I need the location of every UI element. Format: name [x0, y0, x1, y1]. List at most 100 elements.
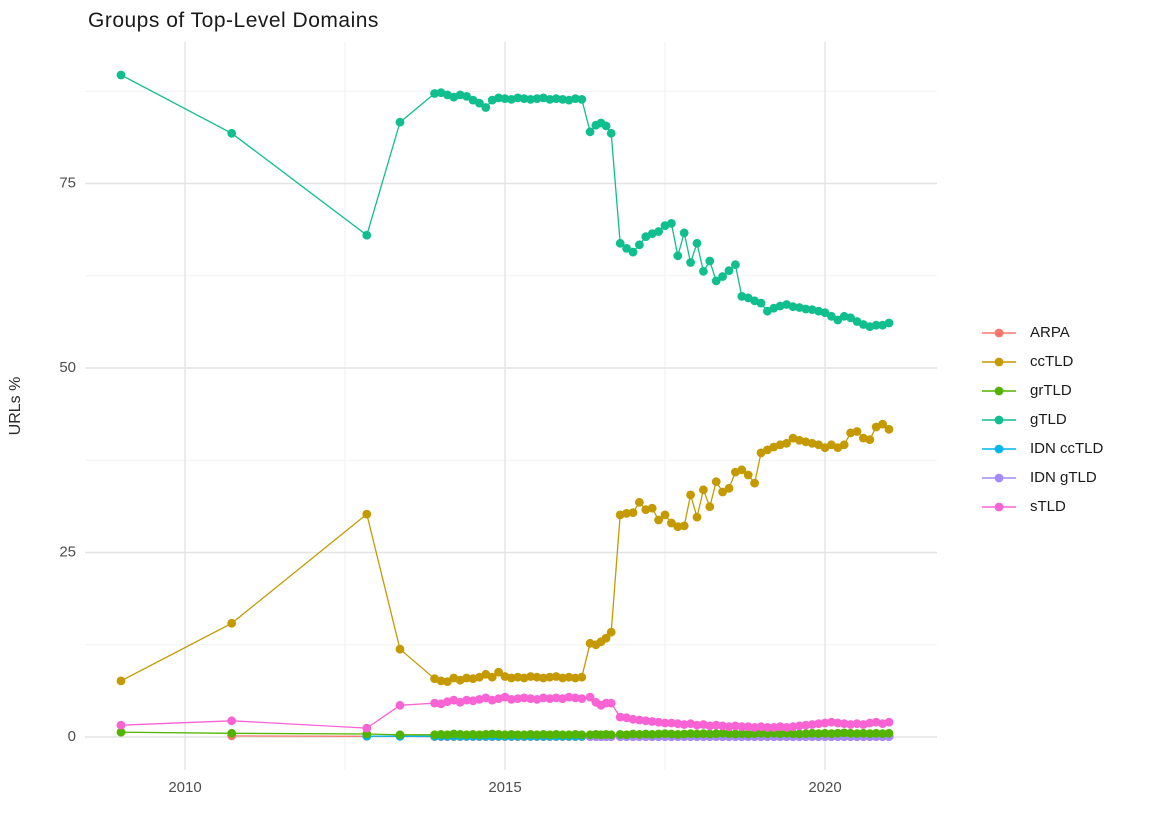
data-point: [667, 518, 676, 528]
data-point: [532, 672, 542, 682]
data-point: [660, 729, 670, 739]
data-point: [718, 487, 727, 497]
data-point: [494, 730, 503, 739]
data-point: [711, 276, 721, 286]
data-point: [558, 673, 567, 683]
legend-label: IDN ccTLD: [1030, 440, 1104, 457]
data-point: [558, 95, 567, 104]
data-point: [750, 729, 759, 739]
data-point: [718, 721, 727, 731]
series-cctld: [116, 419, 894, 686]
data-point: [833, 718, 843, 728]
data-point: [827, 717, 836, 727]
data-point: [724, 729, 734, 739]
data-point: [622, 509, 631, 518]
data-point: [635, 497, 644, 507]
data-point: [814, 719, 823, 729]
data-point: [628, 247, 638, 257]
data-point: [724, 722, 734, 732]
data-point: [635, 730, 644, 739]
data-point: [679, 521, 689, 531]
data-point: [654, 729, 663, 739]
data-point: [462, 92, 471, 101]
legend-item-idn-cctld: IDN ccTLD: [982, 440, 1104, 457]
data-point: [507, 730, 516, 739]
data-point: [449, 729, 459, 739]
data-point: [692, 238, 702, 248]
data-point: [526, 730, 535, 739]
data-point: [884, 318, 894, 328]
data-point: [731, 729, 740, 739]
data-point: [545, 95, 555, 104]
data-point: [756, 722, 766, 732]
data-point: [577, 672, 587, 682]
data-point: [807, 720, 817, 729]
data-point: [551, 94, 561, 103]
data-point: [606, 730, 616, 740]
data-point: [494, 93, 503, 103]
data-point: [585, 127, 595, 137]
data-point: [827, 729, 836, 739]
data-point: [884, 728, 894, 738]
data-point: [788, 302, 798, 312]
data-point: [699, 266, 708, 276]
data-point: [692, 512, 702, 522]
series-grtld: [116, 727, 894, 740]
legend-item-cctld: ccTLD: [982, 353, 1074, 370]
data-point: [667, 718, 676, 728]
legend-key-point-icon: [994, 473, 1004, 483]
data-point: [577, 95, 587, 104]
data-point: [878, 729, 887, 739]
data-point: [667, 729, 676, 739]
data-point: [839, 719, 849, 729]
y-tick-label: 25: [59, 543, 76, 560]
data-point: [571, 693, 580, 703]
data-point: [641, 716, 651, 726]
data-point: [679, 720, 689, 729]
legend-label: ccTLD: [1030, 353, 1074, 370]
data-point: [513, 694, 523, 703]
legend-label: grTLD: [1030, 382, 1072, 399]
y-axis-title: URLs %: [7, 377, 24, 436]
data-point: [852, 719, 862, 729]
data-point: [462, 695, 471, 705]
series-root: [116, 70, 894, 741]
data-point: [871, 320, 881, 330]
legend-label: ARPA: [1030, 324, 1070, 341]
data-point: [601, 121, 611, 131]
data-point: [430, 698, 439, 708]
data-point: [519, 730, 529, 740]
data-point: [801, 304, 811, 314]
x-tick-label: 2015: [488, 779, 521, 796]
data-point: [737, 722, 747, 732]
data-point: [839, 728, 849, 738]
data-point: [737, 729, 747, 739]
data-point: [711, 720, 721, 730]
data-point: [846, 313, 855, 323]
x-tick-label: 2020: [808, 779, 841, 796]
data-point: [795, 721, 804, 731]
data-point: [526, 95, 535, 104]
legend: ARPA ccTLD grTLD gTLD IDN ccTLD: [982, 324, 1104, 515]
data-point: [724, 266, 734, 275]
data-point: [526, 694, 535, 703]
data-point: [628, 714, 638, 724]
data-point: [884, 424, 894, 434]
data-point: [622, 244, 631, 253]
data-point: [846, 720, 855, 729]
series-stld: [116, 692, 894, 733]
data-point: [743, 729, 753, 739]
y-axis-tick-labels: 0 25 50 75: [59, 174, 76, 745]
data-point: [462, 673, 471, 683]
data-point: [839, 440, 849, 450]
data-point: [750, 478, 759, 488]
data-point: [833, 728, 843, 738]
data-point: [775, 722, 785, 732]
data-point: [481, 103, 491, 112]
data-point: [564, 692, 574, 702]
data-point: [660, 718, 670, 728]
data-point: [711, 477, 721, 487]
data-point: [846, 728, 855, 738]
data-point: [395, 117, 405, 127]
